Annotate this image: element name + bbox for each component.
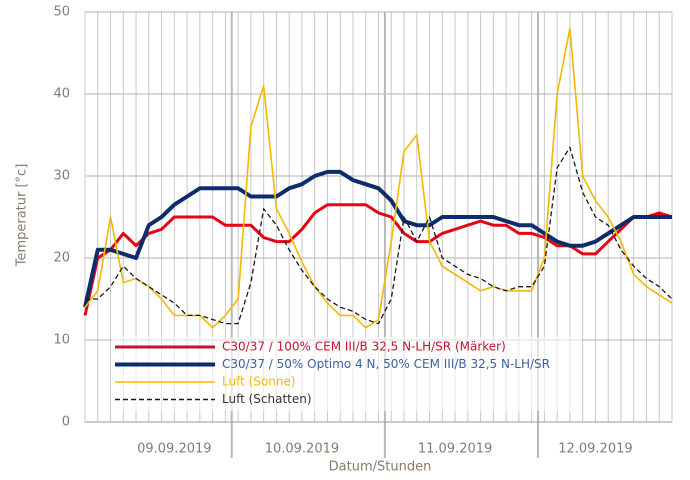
legend-label: Luft (Sonne) [222,375,296,389]
y-tick-label: 50 [53,5,70,20]
series-line [83,203,673,316]
legend-label: C30/37 / 100% CEM III/B 32,5 N-LH/SR (Mä… [222,340,506,354]
y-tick-label: 20 [53,251,70,266]
series-line [85,146,673,325]
series-line [84,27,673,329]
y-tick-label: 40 [53,87,70,102]
x-tick-label: 09.09.2019 [137,442,211,457]
legend-label: C30/37 / 50% Optimo 4 N, 50% CEM III/B 3… [222,357,550,371]
x-tick-label: 12.09.2019 [558,442,632,457]
legend-background [112,337,582,411]
x-tick-label: 11.09.2019 [418,442,492,457]
y-tick-label: 10 [53,333,70,348]
y-tick-label: 0 [62,415,70,430]
x-axis-title: Datum/Stunden [329,460,432,475]
series-line [83,169,672,308]
y-tick-label: 30 [53,169,70,184]
legend-label: Luft (Schatten) [222,392,312,406]
x-tick-label: 10.09.2019 [265,442,339,457]
y-axis-title: Temperatur [°c] [15,164,30,268]
